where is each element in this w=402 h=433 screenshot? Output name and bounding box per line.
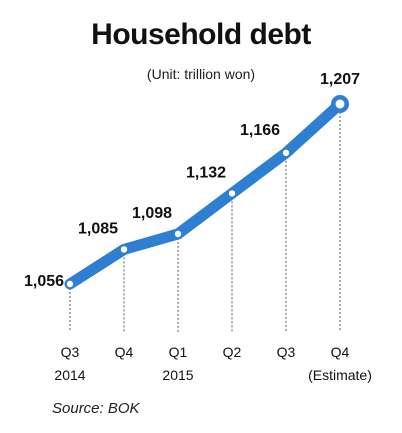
x-tick-sublabel-3: 2015 [162,367,193,383]
x-tick-label-5: Q3 [277,344,296,360]
chart-title: Household debt [91,18,311,51]
data-point-4 [228,190,236,197]
value-label-1: 1,056 [24,273,64,290]
source-note: Source: BOK [52,400,140,417]
value-label-6: 1,207 [320,71,360,88]
value-label-2: 1,085 [78,220,118,237]
series-line [64,98,346,290]
x-tick-label-2: Q4 [115,344,134,360]
data-point-1 [66,280,74,288]
data-point-2 [120,246,128,253]
x-tick-sublabel-6: (Estimate) [308,367,372,383]
value-label-4: 1,132 [186,164,226,181]
x-axis-labels: Q3 2014 Q4 Q1 2015 Q2 Q3 Q4 (Estimate) [54,344,371,383]
value-labels: 1,056 1,085 1,098 1,132 1,166 1,207 [24,71,360,290]
series-line-group [64,98,346,290]
x-tick-label-1: Q3 [61,344,80,360]
data-points [66,95,349,288]
x-tick-label-4: Q2 [223,344,242,360]
guide-lines [69,104,341,332]
data-point-highlight [335,99,345,109]
value-label-3: 1,098 [132,205,172,222]
chart-subtitle: (Unit: trillion won) [146,66,256,82]
data-point-5 [282,149,290,157]
x-tick-label-6: Q4 [331,344,350,360]
data-point-3 [174,230,182,238]
x-tick-label-3: Q1 [169,344,188,360]
value-label-5: 1,166 [240,122,280,139]
x-tick-sublabel-1: 2014 [54,367,85,383]
